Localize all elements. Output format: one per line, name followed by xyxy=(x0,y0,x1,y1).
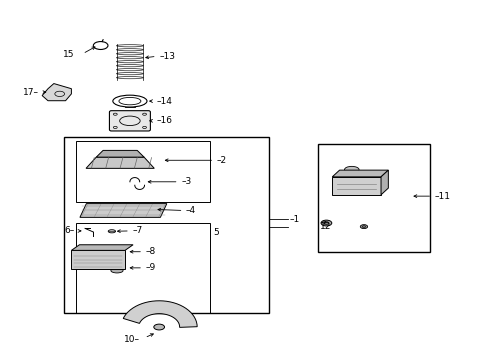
Ellipse shape xyxy=(321,220,331,226)
Text: –11: –11 xyxy=(434,192,450,201)
Ellipse shape xyxy=(118,251,122,253)
Polygon shape xyxy=(71,245,133,250)
Ellipse shape xyxy=(108,230,115,233)
Ellipse shape xyxy=(118,267,122,269)
Bar xyxy=(64,137,268,313)
Bar xyxy=(76,223,210,313)
Ellipse shape xyxy=(360,225,367,229)
Text: –3: –3 xyxy=(181,177,191,186)
Polygon shape xyxy=(42,84,71,101)
Ellipse shape xyxy=(324,222,328,224)
Text: –7: –7 xyxy=(132,226,142,235)
Text: –2: –2 xyxy=(216,156,226,165)
Text: 6–: 6– xyxy=(64,226,75,235)
Text: 12: 12 xyxy=(320,222,331,231)
Text: –13: –13 xyxy=(159,52,175,61)
Polygon shape xyxy=(331,177,380,195)
Polygon shape xyxy=(331,170,387,177)
Text: –16: –16 xyxy=(157,116,172,125)
Polygon shape xyxy=(80,204,166,217)
Polygon shape xyxy=(380,170,387,195)
Text: 15: 15 xyxy=(63,50,75,59)
Text: 5: 5 xyxy=(212,228,218,237)
Text: 17–: 17– xyxy=(22,87,39,96)
Ellipse shape xyxy=(344,166,358,173)
Text: –14: –14 xyxy=(157,96,172,105)
Text: 10–: 10– xyxy=(123,335,140,344)
Text: –8: –8 xyxy=(145,247,156,256)
Polygon shape xyxy=(96,150,144,157)
Ellipse shape xyxy=(182,311,189,314)
Polygon shape xyxy=(71,250,125,269)
FancyBboxPatch shape xyxy=(109,111,150,131)
Bar xyxy=(317,144,429,252)
Bar xyxy=(76,140,210,202)
Text: –9: –9 xyxy=(145,264,156,273)
Ellipse shape xyxy=(362,226,365,228)
Ellipse shape xyxy=(154,324,164,330)
Polygon shape xyxy=(86,157,154,168)
Ellipse shape xyxy=(116,249,124,254)
Polygon shape xyxy=(123,301,197,327)
Text: –4: –4 xyxy=(185,206,196,215)
Text: –1: –1 xyxy=(289,215,299,224)
Ellipse shape xyxy=(111,268,123,273)
